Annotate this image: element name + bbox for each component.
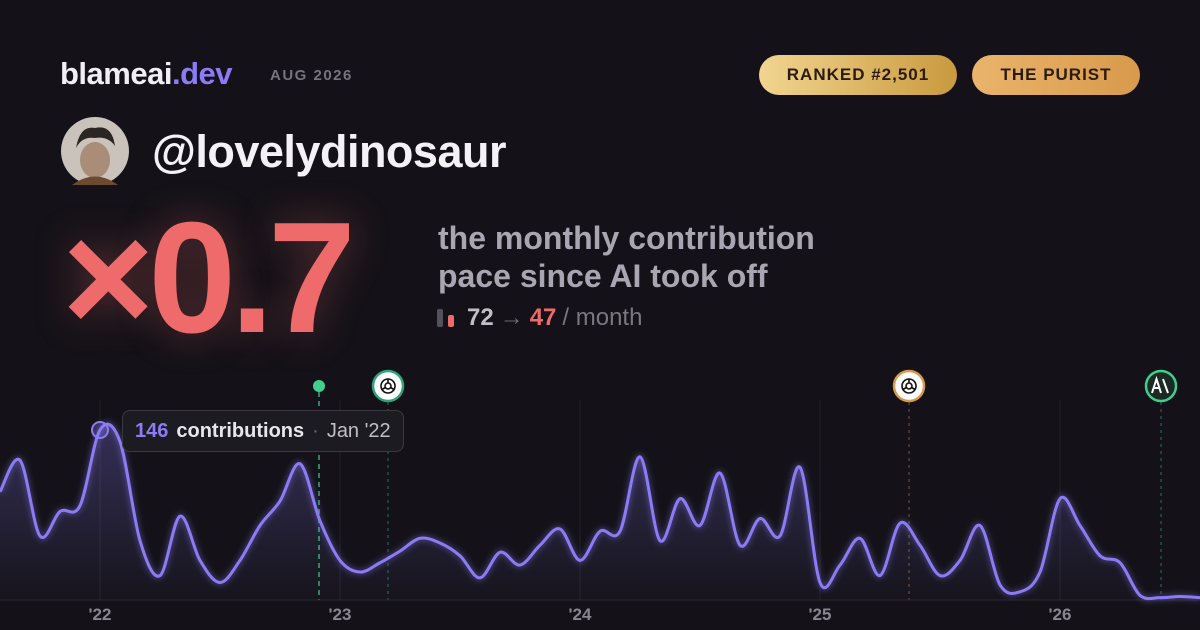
x-tick-label: '26 [1049, 605, 1072, 624]
pace-unit: / month [562, 304, 643, 331]
x-tick-label: '25 [809, 605, 832, 624]
brand: blameai.dev [60, 56, 232, 92]
event-markers [313, 369, 1178, 600]
tooltip-value: 146 [135, 420, 169, 442]
caption: the monthly contribution [438, 220, 815, 256]
pace-before: 72 [467, 304, 494, 331]
rank-badge: RANKED #2,501 [759, 55, 957, 95]
date: AUG 2026 [270, 67, 353, 84]
x-tick-label: '24 [569, 605, 592, 624]
brand-tld: .dev [171, 56, 233, 91]
pace: 72 → 47/ month [467, 304, 642, 332]
caption: pace since AI took off [438, 258, 768, 294]
pace-after: 47 [529, 304, 557, 331]
handle: @lovelydinosaur [152, 126, 506, 177]
brand-name: blameai [60, 56, 172, 91]
x-tick-label: '23 [329, 605, 352, 624]
persona-badge: THE PURIST [972, 55, 1140, 95]
tooltip-text: contributions [176, 420, 305, 442]
area-fill [0, 424, 1200, 600]
tooltip-separator: · [312, 420, 319, 442]
tooltip: 146 contributions · Jan '22 [122, 410, 404, 452]
pace-icon [437, 309, 454, 327]
highlight-point [91, 421, 109, 439]
pace-arrow: → [499, 304, 524, 331]
multiplier: ×0.7 [62, 190, 356, 366]
avatar [61, 117, 129, 185]
tooltip-date: Jan '22 [326, 420, 391, 442]
line [0, 422, 1200, 601]
x-tick-label: '22 [89, 605, 112, 624]
